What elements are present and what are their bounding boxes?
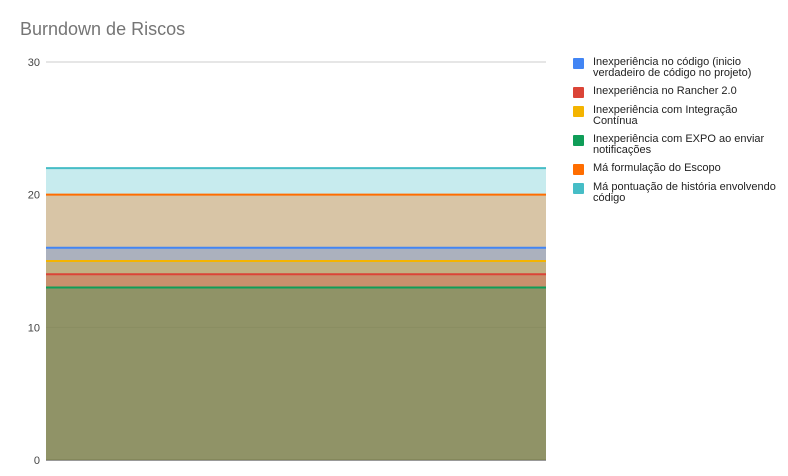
legend-item[interactable]: Inexperiência com EXPO ao enviar notific… (573, 134, 783, 156)
series-area (46, 287, 546, 460)
y-tick-label: 20 (28, 190, 40, 202)
legend-label: Inexperiência com Integração Contínua (593, 104, 738, 127)
legend-label: Má pontuação de história envolvendo códi… (593, 181, 776, 204)
series-area (46, 274, 546, 460)
legend-item[interactable]: Má pontuação de história envolvendo códi… (573, 182, 783, 204)
legend-swatch (573, 87, 584, 98)
legend-item[interactable]: Inexperiência no código (inicio verdadei… (573, 57, 783, 79)
series-area (46, 247, 546, 460)
legend-swatch (573, 183, 584, 194)
legend-label: Inexperiência com EXPO ao enviar notific… (593, 133, 765, 156)
chart-legend: Inexperiência no código (inicio verdadei… (573, 57, 783, 211)
legend-item[interactable]: Inexperiência no Rancher 2.0 (573, 86, 783, 98)
legend-item[interactable]: Má formulação do Escopo (573, 163, 783, 175)
chart-title: Burndown de Riscos (20, 19, 186, 39)
legend-swatch (573, 106, 584, 117)
legend-swatch (573, 135, 584, 146)
y-tick-label: 30 (28, 57, 40, 69)
legend-item[interactable]: Inexperiência com Integração Contínua (573, 105, 783, 127)
legend-label: Inexperiência no código (inicio verdadei… (593, 56, 752, 79)
legend-label: Inexperiência no Rancher 2.0 (593, 85, 737, 97)
legend-label: Má formulação do Escopo (593, 162, 721, 174)
legend-swatch (573, 58, 584, 69)
y-tick-label: 0 (34, 455, 40, 467)
series-area (46, 168, 546, 460)
y-tick-label: 10 (28, 322, 40, 334)
legend-swatch (573, 164, 584, 175)
series-area (46, 261, 546, 460)
